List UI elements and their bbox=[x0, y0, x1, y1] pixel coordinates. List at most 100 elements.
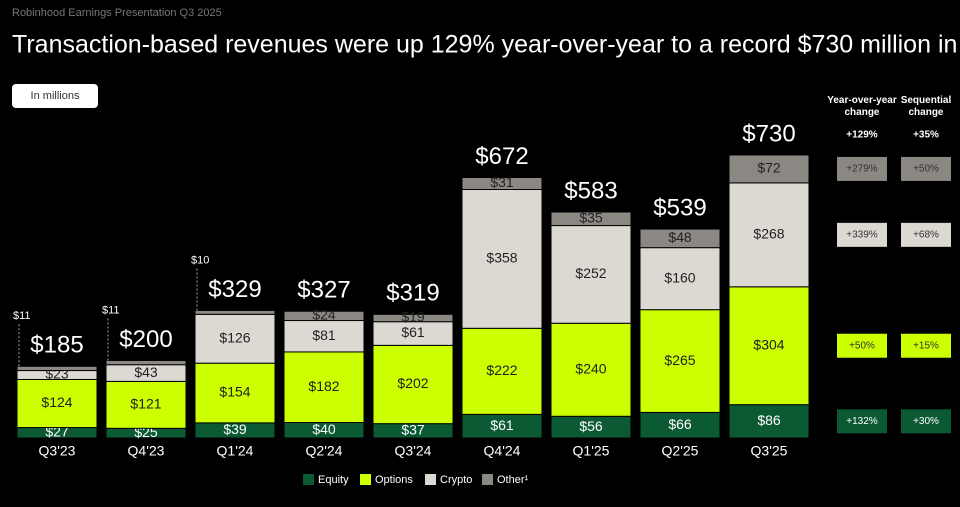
value-label: $268 bbox=[753, 226, 784, 242]
bar-segment bbox=[728, 154, 810, 184]
change-value: +339% bbox=[846, 230, 878, 241]
change-value: +15% bbox=[913, 340, 939, 351]
bar-segment bbox=[283, 320, 365, 353]
bar-segment bbox=[461, 189, 543, 329]
legend-label: Crypto bbox=[440, 474, 472, 486]
x-tick-label: Q2'25 bbox=[662, 443, 699, 459]
header: Robinhood Earnings Presentation Q3 2025 bbox=[12, 7, 222, 19]
change-box bbox=[901, 409, 951, 434]
value-label: $56 bbox=[579, 418, 603, 434]
bar-segment bbox=[105, 380, 187, 429]
change-header: Sequential change bbox=[901, 95, 952, 118]
value-label: $154 bbox=[219, 384, 250, 400]
bar-segment bbox=[16, 365, 98, 372]
legend-label: Options bbox=[375, 474, 413, 486]
change-value: +132% bbox=[846, 416, 878, 427]
bar-segment bbox=[194, 309, 276, 315]
x-tick-label: Q3'23 bbox=[39, 443, 76, 459]
legend-swatch bbox=[425, 474, 436, 485]
change-value: +50% bbox=[913, 164, 939, 175]
legend-label: Equity bbox=[318, 474, 349, 486]
bar-segment bbox=[461, 327, 543, 415]
value-label: $37 bbox=[401, 422, 425, 438]
total-label: $539 bbox=[653, 194, 706, 221]
change-value: +30% bbox=[913, 416, 939, 427]
value-label: $124 bbox=[41, 394, 72, 410]
value-label: $72 bbox=[757, 160, 781, 176]
value-label: $265 bbox=[664, 352, 695, 368]
legend-swatch bbox=[360, 474, 371, 485]
total-change: +35% bbox=[913, 130, 939, 141]
unit-badge bbox=[12, 84, 98, 108]
value-label: $24 bbox=[312, 307, 336, 323]
value-label: $11 bbox=[13, 310, 31, 322]
total-label: $185 bbox=[30, 332, 83, 359]
value-label: $304 bbox=[753, 336, 784, 352]
bar-segment bbox=[194, 362, 276, 424]
x-tick-label: Q1'25 bbox=[573, 443, 610, 459]
unit-note: In millions bbox=[31, 90, 80, 102]
value-label: $86 bbox=[757, 412, 781, 428]
change-value: +279% bbox=[846, 164, 878, 175]
bar-segment bbox=[639, 228, 721, 249]
legend-swatch bbox=[303, 474, 314, 485]
bar-segment bbox=[372, 313, 454, 323]
bar-segment bbox=[550, 211, 632, 227]
bar-segment bbox=[639, 247, 721, 311]
value-label: $11 bbox=[102, 304, 120, 316]
value-label: $35 bbox=[579, 209, 603, 225]
x-tick-label: Q4'24 bbox=[484, 443, 521, 459]
bar-segment bbox=[283, 310, 365, 322]
x-tick-label: Q1'24 bbox=[217, 443, 254, 459]
value-label: $202 bbox=[397, 375, 428, 391]
change-value: +50% bbox=[849, 340, 875, 351]
x-tick-label: Q2'24 bbox=[306, 443, 343, 459]
change-box bbox=[901, 156, 951, 181]
value-label: $66 bbox=[668, 416, 692, 432]
change-box bbox=[837, 156, 887, 181]
bar-segment bbox=[105, 359, 187, 366]
total-label: $329 bbox=[208, 276, 261, 303]
value-label: $121 bbox=[130, 396, 161, 412]
x-tick-label: Q3'25 bbox=[751, 443, 788, 459]
bar-segment bbox=[194, 313, 276, 364]
total-label: $583 bbox=[564, 177, 617, 204]
x-tick-label: Q4'23 bbox=[128, 443, 165, 459]
change-value: +68% bbox=[913, 230, 939, 241]
value-label: $222 bbox=[486, 362, 517, 378]
value-label: $48 bbox=[668, 229, 692, 245]
value-label: $61 bbox=[401, 324, 425, 340]
value-label: $40 bbox=[312, 421, 336, 437]
bar-segment bbox=[639, 309, 721, 413]
x-tick-label: Q3'24 bbox=[395, 443, 432, 459]
value-label: $358 bbox=[486, 250, 517, 266]
legend-label: Other¹ bbox=[497, 474, 529, 486]
total-label: $672 bbox=[475, 143, 528, 170]
total-label: $200 bbox=[119, 326, 172, 353]
change-box bbox=[901, 333, 951, 358]
value-label: $31 bbox=[490, 174, 514, 190]
value-label: $182 bbox=[308, 378, 339, 394]
bar-segment bbox=[728, 182, 810, 288]
value-label: $10 bbox=[191, 254, 209, 266]
bar-segment bbox=[728, 404, 810, 439]
chart-title: Transaction-based revenues were up 129% … bbox=[12, 31, 960, 59]
total-label: $319 bbox=[386, 280, 439, 307]
change-box bbox=[837, 409, 887, 434]
total-label: $730 bbox=[742, 120, 795, 147]
value-label: $81 bbox=[312, 327, 336, 343]
value-label: $61 bbox=[490, 417, 514, 433]
value-label: $252 bbox=[575, 265, 606, 281]
value-label: $240 bbox=[575, 360, 606, 376]
legend-swatch bbox=[482, 474, 493, 485]
change-box bbox=[901, 222, 951, 247]
total-label: $327 bbox=[297, 277, 350, 304]
bar-segment bbox=[16, 378, 98, 429]
bar-segment bbox=[461, 176, 543, 191]
value-label: $43 bbox=[134, 364, 158, 380]
total-change: +129% bbox=[846, 130, 878, 141]
value-label: $19 bbox=[401, 309, 425, 325]
bar-segment bbox=[639, 411, 721, 439]
